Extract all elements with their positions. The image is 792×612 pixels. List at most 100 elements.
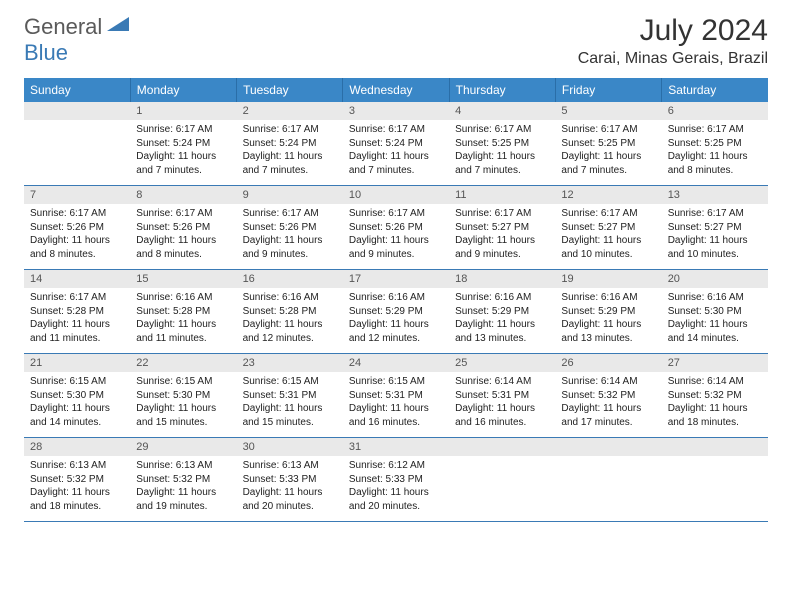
- sunrise-text: Sunrise: 6:17 AM: [30, 207, 124, 221]
- sunset-text: Sunset: 5:24 PM: [243, 137, 337, 151]
- daylight-text: Daylight: 11 hours and 13 minutes.: [455, 318, 549, 345]
- sunset-text: Sunset: 5:27 PM: [668, 221, 762, 235]
- day-cell: 17Sunrise: 6:16 AMSunset: 5:29 PMDayligh…: [343, 270, 449, 354]
- sunrise-text: Sunrise: 6:16 AM: [136, 291, 230, 305]
- sunset-text: Sunset: 5:33 PM: [349, 473, 443, 487]
- day-number: 17: [343, 270, 449, 288]
- sunrise-text: Sunrise: 6:17 AM: [561, 207, 655, 221]
- sunrise-text: Sunrise: 6:14 AM: [561, 375, 655, 389]
- day-cell: 18Sunrise: 6:16 AMSunset: 5:29 PMDayligh…: [449, 270, 555, 354]
- day-cell: [555, 438, 661, 522]
- day-body: Sunrise: 6:16 AMSunset: 5:28 PMDaylight:…: [130, 288, 236, 353]
- sunrise-text: Sunrise: 6:15 AM: [30, 375, 124, 389]
- sunset-text: Sunset: 5:33 PM: [243, 473, 337, 487]
- daylight-text: Daylight: 11 hours and 9 minutes.: [243, 234, 337, 261]
- sunset-text: Sunset: 5:24 PM: [349, 137, 443, 151]
- daylight-text: Daylight: 11 hours and 10 minutes.: [668, 234, 762, 261]
- day-number: [662, 438, 768, 456]
- logo-triangle-icon: [107, 17, 129, 38]
- daylight-text: Daylight: 11 hours and 11 minutes.: [30, 318, 124, 345]
- sunset-text: Sunset: 5:29 PM: [561, 305, 655, 319]
- sunset-text: Sunset: 5:31 PM: [455, 389, 549, 403]
- day-body: [662, 456, 768, 510]
- day-cell: 8Sunrise: 6:17 AMSunset: 5:26 PMDaylight…: [130, 186, 236, 270]
- sunset-text: Sunset: 5:26 PM: [349, 221, 443, 235]
- day-number: 18: [449, 270, 555, 288]
- day-number: 28: [24, 438, 130, 456]
- day-cell: [662, 438, 768, 522]
- day-body: Sunrise: 6:14 AMSunset: 5:31 PMDaylight:…: [449, 372, 555, 437]
- day-body: Sunrise: 6:17 AMSunset: 5:25 PMDaylight:…: [555, 120, 661, 185]
- day-cell: 4Sunrise: 6:17 AMSunset: 5:25 PMDaylight…: [449, 102, 555, 186]
- day-body: Sunrise: 6:17 AMSunset: 5:25 PMDaylight:…: [449, 120, 555, 185]
- day-cell: 25Sunrise: 6:14 AMSunset: 5:31 PMDayligh…: [449, 354, 555, 438]
- daylight-text: Daylight: 11 hours and 12 minutes.: [349, 318, 443, 345]
- daylight-text: Daylight: 11 hours and 11 minutes.: [136, 318, 230, 345]
- day-cell: 6Sunrise: 6:17 AMSunset: 5:25 PMDaylight…: [662, 102, 768, 186]
- sunset-text: Sunset: 5:32 PM: [30, 473, 124, 487]
- daylight-text: Daylight: 11 hours and 9 minutes.: [349, 234, 443, 261]
- daylight-text: Daylight: 11 hours and 8 minutes.: [30, 234, 124, 261]
- day-cell: 16Sunrise: 6:16 AMSunset: 5:28 PMDayligh…: [237, 270, 343, 354]
- day-number: 21: [24, 354, 130, 372]
- day-cell: 24Sunrise: 6:15 AMSunset: 5:31 PMDayligh…: [343, 354, 449, 438]
- day-number: 9: [237, 186, 343, 204]
- page-header: General July 2024 Carai, Minas Gerais, B…: [24, 14, 768, 68]
- day-number: 11: [449, 186, 555, 204]
- daylight-text: Daylight: 11 hours and 7 minutes.: [243, 150, 337, 177]
- day-cell: 31Sunrise: 6:12 AMSunset: 5:33 PMDayligh…: [343, 438, 449, 522]
- day-body: Sunrise: 6:17 AMSunset: 5:24 PMDaylight:…: [237, 120, 343, 185]
- sunrise-text: Sunrise: 6:13 AM: [30, 459, 124, 473]
- day-header-sat: Saturday: [662, 78, 768, 102]
- sunset-text: Sunset: 5:31 PM: [349, 389, 443, 403]
- daylight-text: Daylight: 11 hours and 15 minutes.: [136, 402, 230, 429]
- day-number: 16: [237, 270, 343, 288]
- day-body: Sunrise: 6:17 AMSunset: 5:26 PMDaylight:…: [24, 204, 130, 269]
- day-cell: 15Sunrise: 6:16 AMSunset: 5:28 PMDayligh…: [130, 270, 236, 354]
- day-number: 5: [555, 102, 661, 120]
- sunrise-text: Sunrise: 6:17 AM: [668, 207, 762, 221]
- day-number: 24: [343, 354, 449, 372]
- day-number: [555, 438, 661, 456]
- sunset-text: Sunset: 5:31 PM: [243, 389, 337, 403]
- sunrise-text: Sunrise: 6:17 AM: [561, 123, 655, 137]
- day-cell: 1Sunrise: 6:17 AMSunset: 5:24 PMDaylight…: [130, 102, 236, 186]
- day-body: Sunrise: 6:16 AMSunset: 5:29 PMDaylight:…: [343, 288, 449, 353]
- sunrise-text: Sunrise: 6:16 AM: [668, 291, 762, 305]
- daylight-text: Daylight: 11 hours and 8 minutes.: [668, 150, 762, 177]
- day-body: Sunrise: 6:15 AMSunset: 5:31 PMDaylight:…: [343, 372, 449, 437]
- day-number: 2: [237, 102, 343, 120]
- day-cell: 11Sunrise: 6:17 AMSunset: 5:27 PMDayligh…: [449, 186, 555, 270]
- day-number: 27: [662, 354, 768, 372]
- daylight-text: Daylight: 11 hours and 7 minutes.: [455, 150, 549, 177]
- day-cell: 30Sunrise: 6:13 AMSunset: 5:33 PMDayligh…: [237, 438, 343, 522]
- day-cell: 21Sunrise: 6:15 AMSunset: 5:30 PMDayligh…: [24, 354, 130, 438]
- day-number: 13: [662, 186, 768, 204]
- day-header-thu: Thursday: [449, 78, 555, 102]
- day-number: 14: [24, 270, 130, 288]
- day-number: 30: [237, 438, 343, 456]
- sunset-text: Sunset: 5:25 PM: [561, 137, 655, 151]
- sunrise-text: Sunrise: 6:17 AM: [243, 207, 337, 221]
- sunset-text: Sunset: 5:32 PM: [561, 389, 655, 403]
- week-row: 7Sunrise: 6:17 AMSunset: 5:26 PMDaylight…: [24, 186, 768, 270]
- sunset-text: Sunset: 5:32 PM: [668, 389, 762, 403]
- daylight-text: Daylight: 11 hours and 7 minutes.: [136, 150, 230, 177]
- logo-sub: Blue: [24, 40, 68, 66]
- daylight-text: Daylight: 11 hours and 16 minutes.: [455, 402, 549, 429]
- sunset-text: Sunset: 5:27 PM: [455, 221, 549, 235]
- daylight-text: Daylight: 11 hours and 14 minutes.: [668, 318, 762, 345]
- day-body: Sunrise: 6:17 AMSunset: 5:26 PMDaylight:…: [237, 204, 343, 269]
- sunrise-text: Sunrise: 6:17 AM: [136, 123, 230, 137]
- month-title: July 2024: [578, 14, 768, 48]
- day-number: 10: [343, 186, 449, 204]
- title-block: July 2024 Carai, Minas Gerais, Brazil: [578, 14, 768, 68]
- logo: General: [24, 14, 131, 40]
- daylight-text: Daylight: 11 hours and 13 minutes.: [561, 318, 655, 345]
- sunset-text: Sunset: 5:25 PM: [455, 137, 549, 151]
- sunrise-text: Sunrise: 6:16 AM: [455, 291, 549, 305]
- logo-text-blue: Blue: [24, 40, 68, 65]
- logo-text-general: General: [24, 14, 102, 40]
- day-body: Sunrise: 6:17 AMSunset: 5:28 PMDaylight:…: [24, 288, 130, 353]
- daylight-text: Daylight: 11 hours and 14 minutes.: [30, 402, 124, 429]
